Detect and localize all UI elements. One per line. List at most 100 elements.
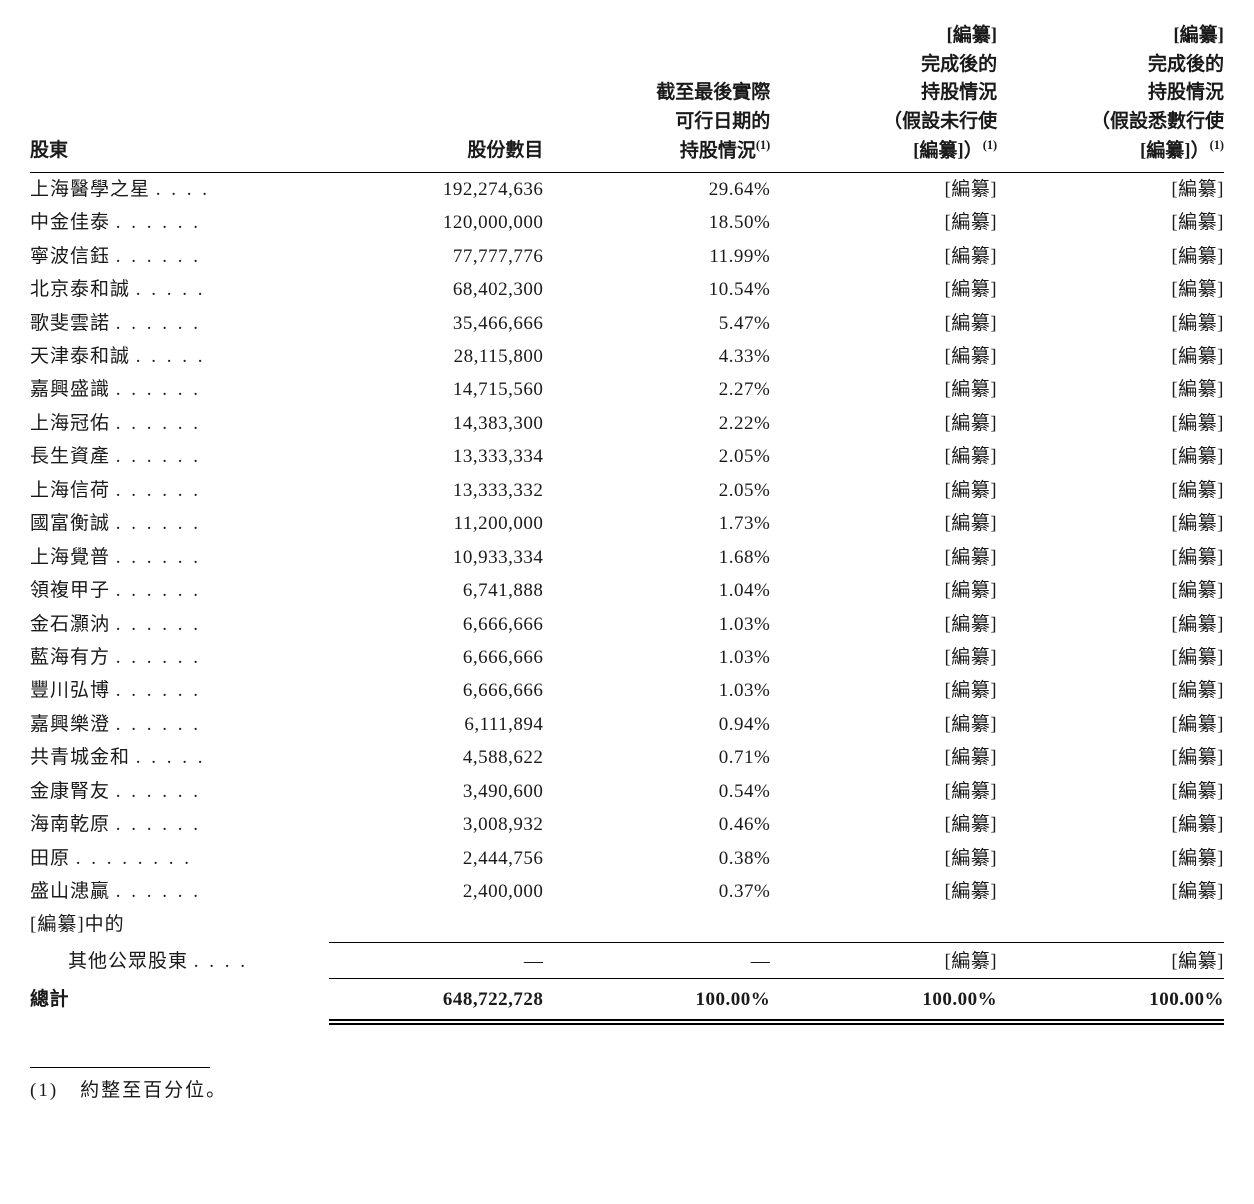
table-row: 金石灝汭 . . . . . .6,666,6661.03%[編纂][編纂] <box>30 608 1224 641</box>
post2-cell: [編纂] <box>997 507 1224 540</box>
shareholder-name: 北京泰和誠 <box>30 279 130 300</box>
shareholder-name: 上海醫學之星 <box>30 179 150 200</box>
hdr-post1-l1: 完成後的 <box>770 51 997 80</box>
post2-cell: [編纂] <box>997 340 1224 373</box>
table-row: 豐川弘博 . . . . . .6,666,6661.03%[編纂][編纂] <box>30 674 1224 707</box>
post1-cell: [編纂] <box>770 842 997 875</box>
sup-2: (1) <box>983 138 997 152</box>
shares-cell: 6,666,666 <box>329 608 544 641</box>
table-row: 上海醫學之星 . . . .192,274,63629.64%[編纂][編纂] <box>30 172 1224 206</box>
shares-cell: 3,008,932 <box>329 808 544 841</box>
table-row: 嘉興樂澄 . . . . . .6,111,8940.94%[編纂][編纂] <box>30 708 1224 741</box>
hdr-post1-l2: 持股情況 <box>770 79 997 108</box>
table-row: 上海覺普 . . . . . .10,933,3341.68%[編纂][編纂] <box>30 541 1224 574</box>
header-shares-label: 股份數目 <box>467 140 543 161</box>
other-public-c1: [編纂] <box>770 942 997 978</box>
header-shares: 股份數目 <box>329 20 544 172</box>
shareholder-name: 長生資產 <box>30 446 110 467</box>
dot-leader: . . . . . . <box>116 379 201 400</box>
shareholder-name: 藍海有方 <box>30 647 110 668</box>
shareholder-name: 寧波信鈺 <box>30 246 110 267</box>
post2-cell: [編纂] <box>997 407 1224 440</box>
post2-cell: [編纂] <box>997 574 1224 607</box>
shareholder-name: 上海信荷 <box>30 480 110 501</box>
sup-1: (1) <box>756 138 770 152</box>
post2-cell: [編纂] <box>997 608 1224 641</box>
header-asof: 截至最後實際 可行日期的 持股情況(1) <box>543 20 770 172</box>
dot-leader: . . . . . <box>136 346 206 367</box>
other-public-row-1: [編纂]中的 <box>30 908 1224 942</box>
table-row: 嘉興盛識 . . . . . .14,715,5602.27%[編纂][編纂] <box>30 373 1224 406</box>
shareholder-cell: 國富衡誠 . . . . . . <box>30 507 329 540</box>
post1-cell: [編纂] <box>770 407 997 440</box>
other-public-shares: — <box>329 942 544 978</box>
post2-cell: [編纂] <box>997 206 1224 239</box>
footnote: (1) 約整至百分位。 <box>30 1076 1224 1105</box>
post1-cell: [編纂] <box>770 875 997 908</box>
pct-cell: 18.50% <box>543 206 770 239</box>
post1-cell: [編纂] <box>770 541 997 574</box>
dot-leader: . . . . . . <box>116 413 201 434</box>
dot-leader: . . . . . . <box>116 714 201 735</box>
shareholder-cell: 盛山漶贏 . . . . . . <box>30 875 329 908</box>
shareholder-name: 田原 <box>30 848 70 869</box>
shareholder-name: 豐川弘博 <box>30 680 110 701</box>
hdr-post1-l3: （假設未行使 <box>770 108 997 137</box>
shares-cell: 4,588,622 <box>329 741 544 774</box>
header-shareholder-label: 股東 <box>30 140 68 161</box>
post1-cell: [編纂] <box>770 608 997 641</box>
shareholder-cell: 領複甲子 . . . . . . <box>30 574 329 607</box>
post1-cell: [編纂] <box>770 440 997 473</box>
shareholder-cell: 上海醫學之星 . . . . <box>30 172 329 206</box>
post2-cell: [編纂] <box>997 273 1224 306</box>
shareholder-cell: 田原 . . . . . . . . <box>30 842 329 875</box>
table-row: 天津泰和誠 . . . . .28,115,8004.33%[編纂][編纂] <box>30 340 1224 373</box>
dot-leader: . . . . . . <box>116 246 201 267</box>
post1-cell: [編纂] <box>770 708 997 741</box>
pct-cell: 2.05% <box>543 474 770 507</box>
pct-cell: 1.04% <box>543 574 770 607</box>
shareholder-name: 金康腎友 <box>30 781 110 802</box>
dot-leader: . . . . . . <box>116 881 201 902</box>
dot-leader: . . . . . <box>136 279 206 300</box>
dot-leader: . . . . . . <box>116 547 201 568</box>
hdr-post2-l2: 持股情況 <box>997 79 1224 108</box>
shares-cell: 68,402,300 <box>329 273 544 306</box>
pct-cell: 0.38% <box>543 842 770 875</box>
shareholder-cell: 豐川弘博 . . . . . . <box>30 674 329 707</box>
shares-cell: 2,444,756 <box>329 842 544 875</box>
shares-cell: 35,466,666 <box>329 307 544 340</box>
post1-cell: [編纂] <box>770 574 997 607</box>
footnote-num: (1) <box>30 1076 58 1105</box>
dot-leader: . . . . . . <box>116 647 201 668</box>
shareholder-cell: 上海冠佑 . . . . . . <box>30 407 329 440</box>
shareholder-cell: 共青城金和 . . . . . <box>30 741 329 774</box>
shareholder-name: 領複甲子 <box>30 580 110 601</box>
shareholder-cell: 金康腎友 . . . . . . <box>30 775 329 808</box>
hdr-asof-l2: 可行日期的 <box>543 108 770 137</box>
dot-leader: . . . . . . <box>116 313 201 334</box>
shareholder-cell: 上海信荷 . . . . . . <box>30 474 329 507</box>
footnote-separator <box>30 1067 210 1068</box>
shares-cell: 10,933,334 <box>329 541 544 574</box>
shareholder-name: 共青城金和 <box>30 747 130 768</box>
table-row: 國富衡誠 . . . . . .11,200,0001.73%[編纂][編纂] <box>30 507 1224 540</box>
pct-cell: 11.99% <box>543 240 770 273</box>
pct-cell: 1.73% <box>543 507 770 540</box>
table-row: 金康腎友 . . . . . .3,490,6000.54%[編纂][編纂] <box>30 775 1224 808</box>
footnote-text: 約整至百分位。 <box>80 1076 227 1105</box>
post2-cell: [編纂] <box>997 474 1224 507</box>
shareholder-cell: 寧波信鈺 . . . . . . <box>30 240 329 273</box>
total-c1: 100.00% <box>770 979 997 1017</box>
hdr-post2-l0: [編纂] <box>997 22 1224 51</box>
table-row: 領複甲子 . . . . . .6,741,8881.04%[編纂][編纂] <box>30 574 1224 607</box>
shares-cell: 6,666,666 <box>329 674 544 707</box>
shareholder-cell: 海南乾原 . . . . . . <box>30 808 329 841</box>
shares-cell: 13,333,332 <box>329 474 544 507</box>
shareholder-cell: 長生資產 . . . . . . <box>30 440 329 473</box>
post2-cell: [編纂] <box>997 373 1224 406</box>
post2-cell: [編纂] <box>997 674 1224 707</box>
shareholder-name: 嘉興樂澄 <box>30 714 110 735</box>
post2-cell: [編纂] <box>997 775 1224 808</box>
dot-leader: . . . . <box>156 179 210 200</box>
